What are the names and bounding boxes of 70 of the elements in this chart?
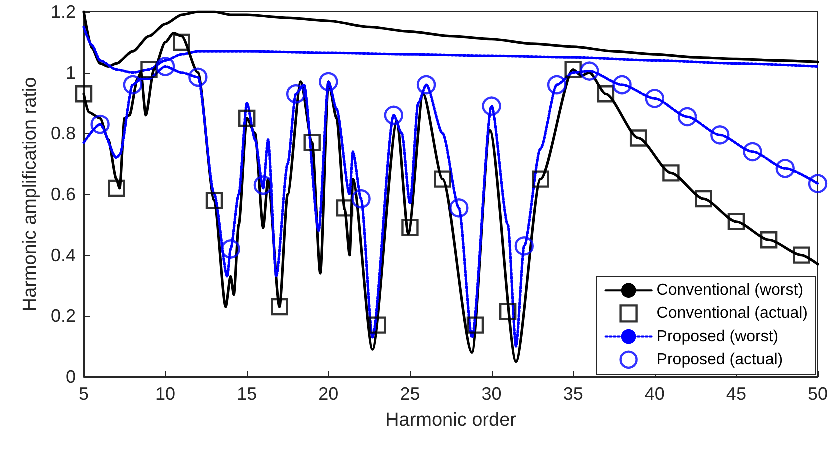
line-series (82, 10, 820, 68)
point (206, 192, 224, 210)
point (645, 89, 664, 108)
point (238, 110, 256, 128)
point (336, 200, 354, 217)
point (188, 68, 208, 87)
point (466, 316, 484, 334)
point (254, 176, 274, 195)
point (728, 213, 746, 230)
x-tick-label: 30 (482, 384, 502, 404)
y-tick-label: 0 (66, 367, 76, 387)
point (678, 107, 698, 127)
legend-label: Proposed (actual) (656, 351, 784, 368)
y-tick-label: 0.8 (50, 124, 76, 144)
point (695, 190, 712, 208)
point (140, 61, 158, 78)
point (776, 159, 795, 178)
legend-label: Proposed (worst) (656, 328, 779, 346)
y-tick-label: 0.2 (50, 306, 76, 326)
point (384, 106, 404, 126)
point (75, 86, 93, 103)
x-tick-label: 20 (318, 384, 339, 404)
point (793, 246, 810, 264)
point (482, 96, 502, 116)
x-axis-title: Harmonic order (386, 410, 518, 431)
x-tick-label: 35 (563, 384, 584, 404)
x-tick-label: 25 (400, 384, 420, 404)
point (402, 219, 419, 237)
point (547, 75, 567, 95)
y-axis-title: Harmonic amplification ratio (20, 77, 41, 312)
point (514, 236, 534, 256)
x-tick-label: 50 (808, 384, 828, 404)
point (304, 134, 321, 152)
point (630, 130, 648, 147)
point (123, 75, 143, 95)
point (90, 114, 110, 134)
point (808, 174, 828, 194)
y-tick-label: 1.2 (50, 2, 76, 22)
point (352, 189, 371, 209)
point (580, 62, 600, 81)
point (108, 180, 126, 198)
point (173, 34, 190, 52)
point (743, 142, 762, 162)
y-tick-label: 1 (66, 62, 76, 83)
point (416, 75, 436, 95)
legend-label: Conventional (actual) (656, 305, 808, 322)
x-tick-label: 40 (644, 384, 665, 404)
point (271, 298, 288, 316)
x-tick-label: 15 (237, 384, 258, 404)
point (434, 170, 452, 188)
point (760, 232, 778, 249)
point (612, 75, 632, 95)
point (319, 72, 338, 92)
point (156, 57, 176, 76)
y-tick-label: 0.4 (50, 245, 76, 266)
point (499, 303, 517, 320)
point (597, 86, 615, 103)
point (450, 198, 469, 218)
point (710, 126, 730, 145)
point (564, 61, 582, 78)
y-tick-label: 0.6 (50, 184, 76, 204)
x-tick-label: 10 (156, 384, 176, 404)
point (221, 240, 240, 259)
legend-label: Conventional (worst) (656, 282, 804, 300)
point (369, 316, 386, 334)
x-tick-label: 45 (726, 384, 746, 404)
x-tick-label: 5 (78, 384, 90, 404)
point (286, 84, 306, 104)
point (662, 164, 680, 182)
point (532, 170, 550, 188)
